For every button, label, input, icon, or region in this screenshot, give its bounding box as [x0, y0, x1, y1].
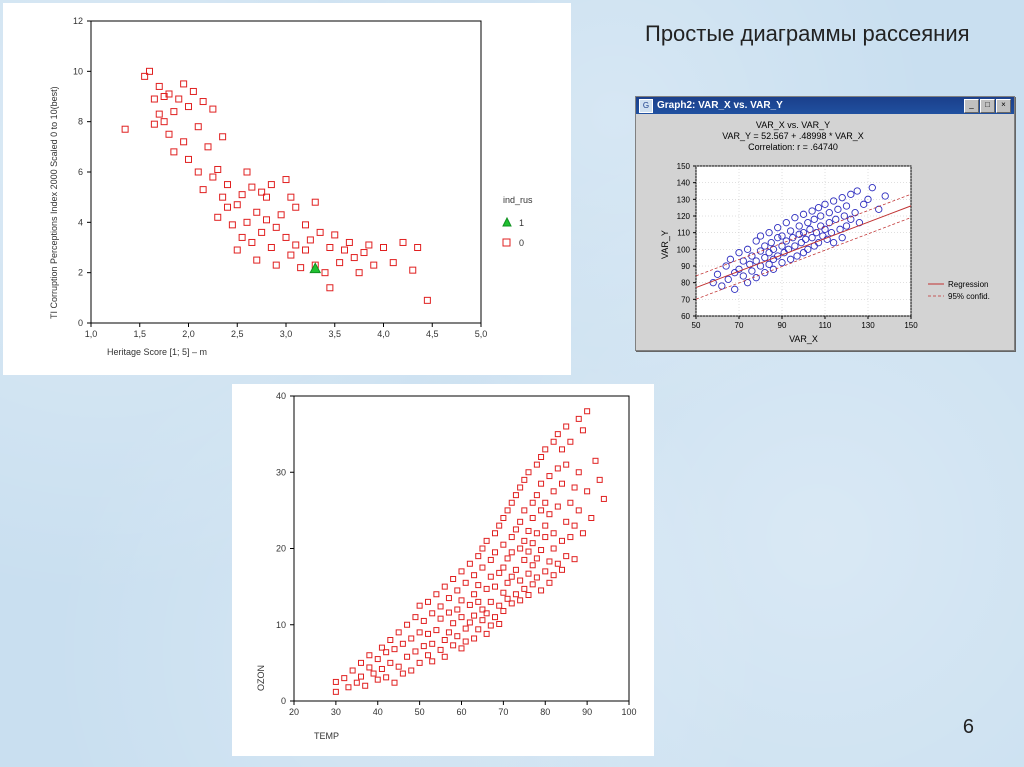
svg-text:4,5: 4,5	[426, 329, 439, 339]
slide-title: Простые диаграммы рассеяния	[645, 20, 995, 48]
svg-text:90: 90	[582, 707, 592, 717]
svg-text:VAR_Y: VAR_Y	[660, 230, 670, 259]
svg-text:90: 90	[778, 321, 787, 330]
chart-corruption-heritage: 1,0 1,5 2,0 2,5 3,0 3,5 4,0 4,5 5,0 Heritage Scor…	[3, 3, 571, 375]
page-number: 6	[963, 716, 974, 739]
svg-text:10: 10	[73, 66, 83, 76]
svg-text:4: 4	[78, 217, 83, 227]
svg-text:10: 10	[276, 620, 286, 630]
window-app-icon: G	[639, 99, 653, 113]
svg-text:Correlation: r = .64740: Correlation: r = .64740	[748, 142, 838, 152]
svg-text:1: 1	[519, 218, 524, 228]
svg-text:30: 30	[276, 467, 286, 477]
svg-text:60: 60	[681, 312, 690, 321]
svg-text:0: 0	[519, 238, 524, 248]
svg-text:130: 130	[861, 321, 875, 330]
svg-text:20: 20	[289, 707, 299, 717]
svg-text:4,0: 4,0	[377, 329, 390, 339]
svg-text:20: 20	[276, 544, 286, 554]
svg-text:OZON: OZON	[256, 665, 266, 691]
svg-text:40: 40	[373, 707, 383, 717]
svg-text:30: 30	[331, 707, 341, 717]
svg-text:80: 80	[540, 707, 550, 717]
chart-ozon-temp: 20 30 40 50 60 70 80 90 100 TEMP 0 10 20 30 40 OZON	[232, 384, 654, 756]
svg-text:70: 70	[681, 295, 690, 304]
svg-text:2,5: 2,5	[231, 329, 244, 339]
svg-text:TEMP: TEMP	[314, 731, 339, 741]
svg-text:VAR_Y = 52.567 + .48998 * VAR_: VAR_Y = 52.567 + .48998 * VAR_X	[722, 131, 864, 141]
svg-text:2,0: 2,0	[182, 329, 195, 339]
svg-text:95% confid.: 95% confid.	[948, 292, 990, 301]
svg-text:1,0: 1,0	[85, 329, 98, 339]
svg-text:3,5: 3,5	[328, 329, 341, 339]
window-close-button[interactable]: ×	[996, 99, 1011, 113]
graph2-window-title: Graph2: VAR_X vs. VAR_Y	[657, 100, 783, 111]
svg-text:VAR_X: VAR_X	[789, 334, 818, 344]
graph2-titlebar: G Graph2: VAR_X vs. VAR_Y _ □ ×	[636, 97, 1014, 114]
svg-text:110: 110	[819, 321, 832, 330]
svg-text:3,0: 3,0	[280, 329, 293, 339]
svg-text:Regression: Regression	[948, 280, 988, 289]
svg-text:VAR_X vs. VAR_Y: VAR_X vs. VAR_Y	[756, 120, 830, 130]
svg-text:Heritage Score [1; 5] – m: Heritage Score [1; 5] – m	[107, 347, 207, 357]
svg-text:150: 150	[677, 162, 691, 171]
svg-text:100: 100	[621, 707, 636, 717]
svg-text:130: 130	[677, 195, 691, 204]
svg-text:140: 140	[677, 179, 691, 188]
svg-text:70: 70	[735, 321, 744, 330]
svg-text:1,5: 1,5	[133, 329, 146, 339]
svg-text:80: 80	[681, 279, 690, 288]
svg-text:5,0: 5,0	[475, 329, 488, 339]
svg-text:70: 70	[498, 707, 508, 717]
svg-text:90: 90	[681, 262, 690, 271]
svg-text:50: 50	[415, 707, 425, 717]
svg-text:40: 40	[276, 391, 286, 401]
window-maximize-button[interactable]: □	[980, 99, 995, 113]
svg-text:110: 110	[677, 229, 690, 238]
svg-text:ind_rus: ind_rus	[503, 195, 533, 205]
svg-text:0: 0	[281, 696, 286, 706]
svg-text:8: 8	[78, 117, 83, 127]
svg-text:60: 60	[456, 707, 466, 717]
svg-text:TI Corruption Perceptions Inde: TI Corruption Perceptions Index 2000 Sca…	[49, 86, 59, 319]
svg-text:50: 50	[692, 321, 701, 330]
svg-text:0: 0	[78, 318, 83, 328]
svg-text:2: 2	[78, 268, 83, 278]
graph2-window: G Graph2: VAR_X vs. VAR_Y _ □ × VAR_X vs…	[635, 96, 1015, 351]
svg-text:6: 6	[78, 167, 83, 177]
svg-text:12: 12	[73, 16, 83, 26]
svg-text:150: 150	[904, 321, 918, 330]
svg-text:120: 120	[677, 212, 691, 221]
svg-text:100: 100	[677, 245, 691, 254]
window-minimize-button[interactable]: _	[964, 99, 979, 113]
